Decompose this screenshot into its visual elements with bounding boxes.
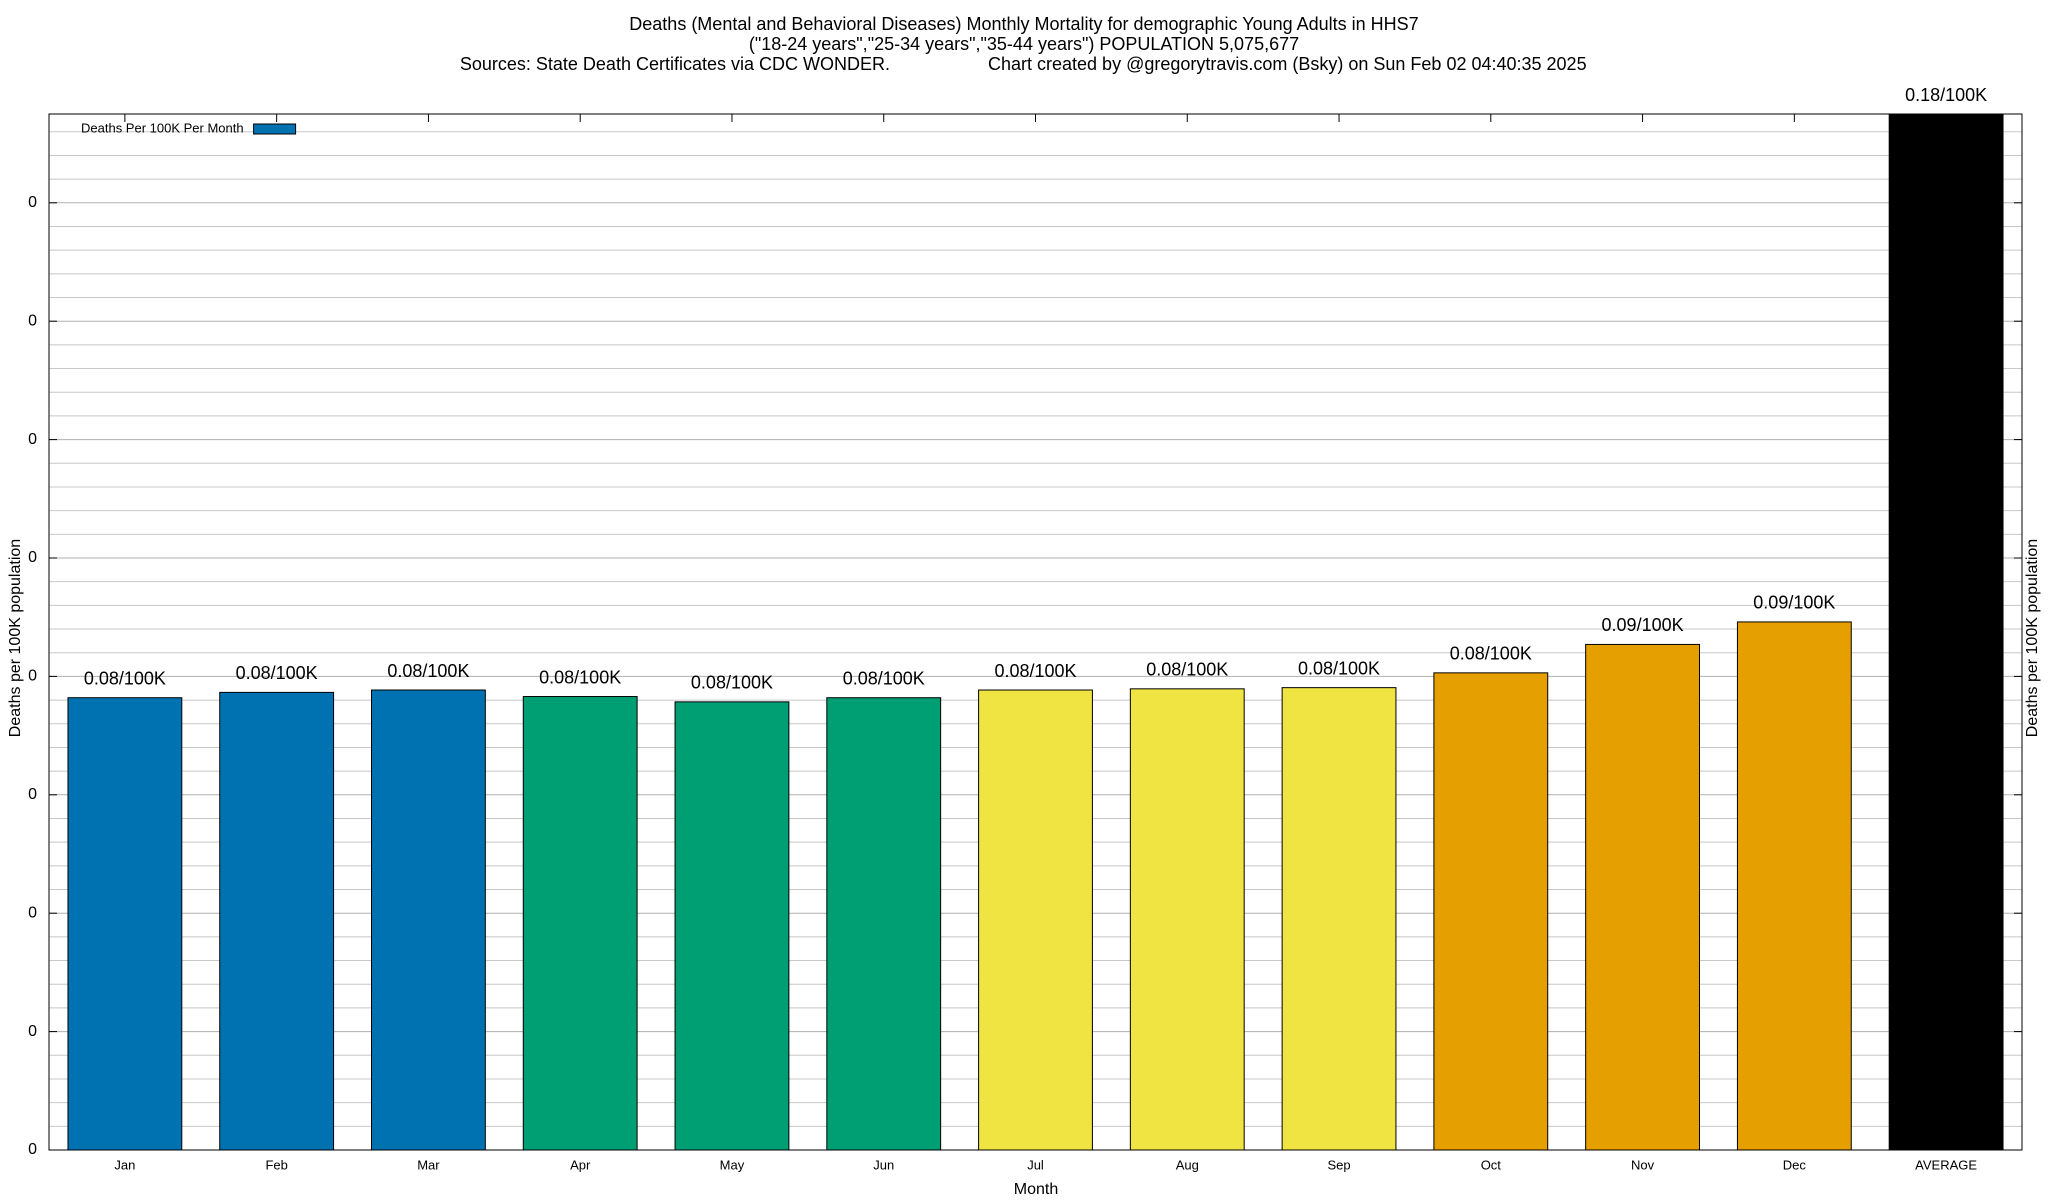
value-label: 0.08/100K xyxy=(84,668,166,688)
y2-axis-label: Deaths per 100K population xyxy=(2024,539,2041,737)
plot-frame xyxy=(48,113,2023,1151)
x-tick-label: AVERAGE xyxy=(1915,1157,1977,1172)
chart-source: Sources: State Death Certificates via CD… xyxy=(460,54,890,74)
bar xyxy=(1736,621,1852,1150)
y-tick-label: 0 xyxy=(28,904,37,921)
value-label: 0.08/100K xyxy=(843,668,925,688)
value-label: 0.08/100K xyxy=(994,661,1076,681)
bar xyxy=(1129,688,1245,1150)
x-tick-label: Sep xyxy=(1327,1157,1350,1172)
x-tick-label: Nov xyxy=(1631,1157,1655,1172)
value-label: 0.08/100K xyxy=(1298,658,1380,678)
value-label: 0.09/100K xyxy=(1602,615,1684,635)
x-tick-label: Jun xyxy=(873,1157,894,1172)
y-tick-label: 0 xyxy=(28,431,37,448)
x-tick-label: Jan xyxy=(114,1157,135,1172)
y-tick-label: 0 xyxy=(28,668,37,685)
value-label: 0.08/100K xyxy=(236,663,318,683)
value-label: 0.09/100K xyxy=(1753,593,1835,613)
x-tick-label: Aug xyxy=(1176,1157,1199,1172)
value-label: 0.08/100K xyxy=(691,673,773,693)
y-tick-label: 0 xyxy=(28,1023,37,1040)
x-tick-label: Oct xyxy=(1481,1157,1502,1172)
bar xyxy=(67,697,183,1150)
x-tick-label: Dec xyxy=(1783,1157,1807,1172)
bar xyxy=(219,691,335,1150)
value-label: 0.08/100K xyxy=(1146,660,1228,680)
bar xyxy=(826,697,942,1150)
y-tick-label: 0 xyxy=(28,312,37,329)
y-tick-label: 0 xyxy=(28,549,37,566)
x-tick-label: May xyxy=(720,1157,745,1172)
x-tick-label: Mar xyxy=(417,1157,440,1172)
value-label: 0.18/100K xyxy=(1905,85,1987,105)
y-axis-label: Deaths per 100K population xyxy=(7,539,24,737)
value-label: 0.08/100K xyxy=(387,661,469,681)
legend-label: Deaths Per 100K Per Month xyxy=(81,120,244,135)
y-tick-label: 0 xyxy=(28,786,37,803)
bar xyxy=(1585,643,1700,1150)
bar xyxy=(1281,687,1397,1150)
bar xyxy=(674,701,790,1150)
bar xyxy=(978,689,1093,1150)
x-tick-label: Apr xyxy=(570,1157,591,1172)
y-tick-label: 0 xyxy=(28,194,37,211)
bar xyxy=(1888,114,2004,1150)
x-axis-label: Month xyxy=(1014,1181,1058,1198)
x-tick-label: Feb xyxy=(265,1157,287,1172)
bar xyxy=(522,696,638,1150)
value-label: 0.08/100K xyxy=(1450,644,1532,664)
bar xyxy=(371,689,486,1150)
chart-subtitle: ("18-24 years","25-34 years","35-44 year… xyxy=(749,34,1299,54)
y-tick-label: 0 xyxy=(28,1141,37,1158)
legend-swatch xyxy=(253,123,297,135)
value-label: 0.08/100K xyxy=(539,667,621,687)
x-tick-label: Jul xyxy=(1027,1157,1044,1172)
chart-title: Deaths (Mental and Behavioral Diseases) … xyxy=(629,14,1418,34)
chart-credit: Chart created by @gregorytravis.com (Bsk… xyxy=(988,54,1587,74)
bar xyxy=(1433,672,1549,1150)
